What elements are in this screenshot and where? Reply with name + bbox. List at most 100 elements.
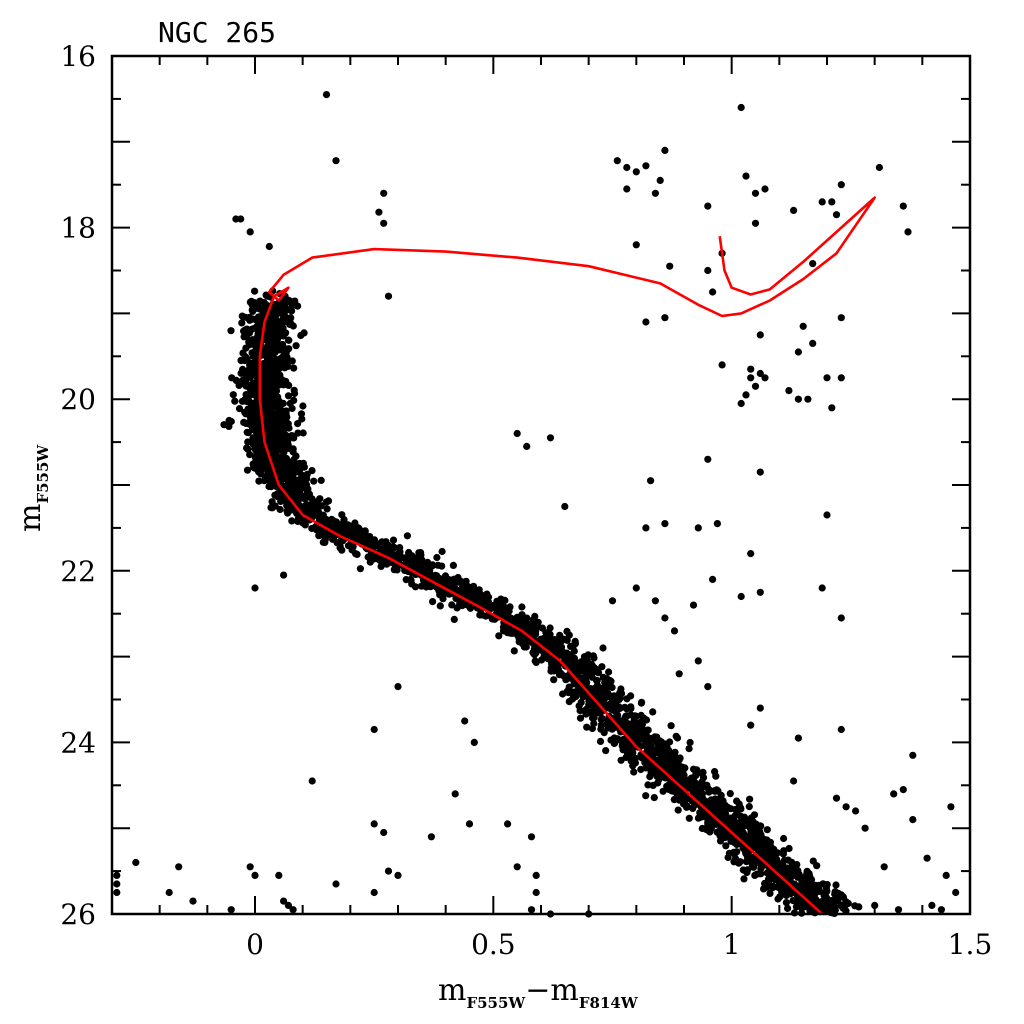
star-point: [621, 703, 629, 711]
star-point: [732, 822, 740, 831]
star-point: [113, 888, 121, 897]
star-point: [593, 677, 601, 685]
star-point: [525, 621, 533, 629]
star-point: [267, 477, 275, 485]
star-point: [695, 769, 703, 777]
star-point: [890, 790, 898, 798]
star-point: [704, 202, 712, 210]
star-point: [793, 861, 801, 869]
star-point: [470, 738, 478, 747]
star-point: [675, 670, 683, 678]
star-point: [438, 547, 446, 556]
star-point: [235, 405, 244, 413]
star-point: [594, 669, 603, 677]
star-point: [285, 336, 293, 344]
star-point: [303, 501, 311, 509]
star-point: [294, 302, 302, 310]
star-point: [680, 771, 688, 779]
x-tick-label: 0.5: [471, 928, 516, 961]
star-point: [784, 856, 792, 864]
star-point: [786, 890, 795, 898]
star-point: [532, 871, 540, 880]
star-point: [275, 397, 283, 405]
star-point: [370, 820, 378, 828]
star-point: [794, 734, 803, 742]
star-point: [602, 747, 610, 755]
star-point: [584, 669, 592, 678]
star-point: [273, 490, 281, 498]
star-point: [249, 315, 257, 323]
star-point: [637, 765, 645, 774]
star-point: [782, 899, 791, 907]
star-point: [794, 348, 803, 356]
star-point: [761, 836, 769, 844]
star-point: [608, 695, 616, 703]
star-point: [638, 698, 646, 706]
star-point: [686, 738, 694, 747]
star-point: [313, 526, 321, 534]
star-point: [228, 374, 236, 382]
star-point: [750, 811, 759, 819]
star-point: [242, 395, 250, 404]
star-point: [623, 163, 631, 172]
star-point: [942, 871, 950, 880]
star-point: [506, 603, 514, 611]
star-point: [745, 803, 753, 811]
star-point: [377, 562, 385, 571]
star-point: [531, 657, 539, 665]
star-point: [641, 741, 649, 749]
star-point: [615, 696, 623, 704]
star-point: [299, 402, 307, 410]
star-point: [287, 320, 295, 328]
star-point: [530, 651, 539, 659]
star-point: [348, 546, 356, 554]
star-point: [250, 401, 258, 409]
star-point: [288, 404, 296, 412]
star-point: [747, 365, 755, 373]
star-point: [280, 897, 288, 905]
star-point: [567, 662, 576, 670]
star-point: [667, 722, 675, 730]
star-point: [235, 381, 243, 389]
star-point: [282, 420, 290, 429]
star-point: [255, 477, 263, 485]
star-point: [928, 901, 936, 910]
star-point: [659, 787, 667, 795]
star-point: [709, 802, 717, 810]
star-point: [711, 795, 719, 803]
star-point: [277, 354, 285, 362]
star-point: [851, 902, 859, 910]
star-point: [727, 805, 735, 813]
star-point: [317, 476, 325, 484]
star-point: [756, 369, 764, 378]
star-point: [545, 638, 553, 646]
star-point: [243, 466, 252, 474]
star-point: [299, 519, 307, 527]
star-point: [285, 345, 293, 353]
star-point: [899, 202, 907, 210]
star-point: [165, 888, 173, 897]
star-point: [436, 602, 444, 610]
star-point: [628, 745, 636, 753]
star-point: [737, 592, 745, 601]
star-point: [276, 444, 285, 452]
star-point: [623, 185, 631, 193]
star-point: [275, 871, 283, 880]
star-point: [346, 529, 354, 537]
star-point: [727, 837, 735, 845]
star-point: [647, 768, 655, 776]
star-point: [449, 561, 457, 570]
star-point: [282, 431, 290, 439]
star-point: [389, 536, 398, 544]
star-point: [389, 543, 397, 551]
star-point: [281, 317, 289, 325]
star-point: [391, 565, 399, 573]
y-tick-label: 22: [60, 555, 96, 588]
star-point: [694, 657, 702, 665]
star-point: [231, 397, 239, 405]
star-point: [724, 853, 732, 862]
star-point: [113, 871, 121, 880]
star-point: [384, 292, 393, 300]
star-point: [285, 306, 293, 314]
star-point: [523, 614, 531, 622]
